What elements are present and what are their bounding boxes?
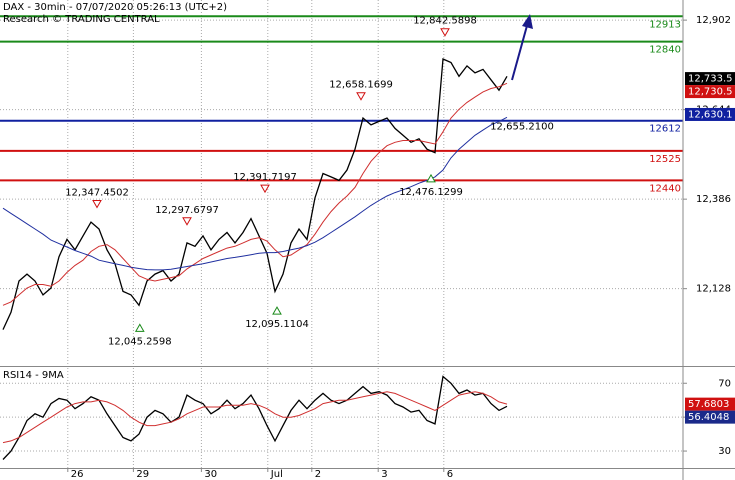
- high-marker: [260, 184, 270, 194]
- low-marker: [272, 306, 282, 315]
- annotation-label: 12,842.5898: [413, 16, 477, 27]
- projection-arrow: [511, 21, 529, 81]
- value-tag-label: 56.4048: [688, 412, 729, 423]
- series-line: [2, 58, 508, 330]
- chart-title: RSI14 - 9MA: [3, 370, 64, 381]
- value-tag-label: 12,733.5: [688, 74, 733, 85]
- value-tag-label: 12,730.5: [688, 87, 733, 98]
- annotation-label: 12,391.7197: [233, 172, 297, 183]
- x-tick-label: 2: [315, 469, 321, 480]
- high-marker: [182, 217, 192, 226]
- annotation-label: 12,347.4502: [65, 188, 129, 199]
- annotation-label: 12,045.2598: [108, 336, 172, 347]
- annotation-label: 12,658.1699: [329, 80, 393, 91]
- series-line: [2, 116, 508, 271]
- x-tick-label: 6: [447, 469, 453, 480]
- value-tag: [685, 85, 735, 99]
- projection-arrowhead: [522, 14, 533, 29]
- annotation-label: 12,655.2100: [490, 122, 554, 133]
- mark-layer: [0, 15, 683, 460]
- y-tick-label: 12,128: [696, 284, 731, 295]
- grid-layer: [0, 0, 687, 472]
- high-marker: [92, 200, 102, 209]
- level-label: 12525: [649, 154, 681, 165]
- high-marker: [440, 28, 450, 37]
- x-tick-label: 29: [136, 469, 149, 480]
- level-label: 12440: [649, 183, 681, 194]
- y-tick-label: 12,902: [696, 15, 731, 26]
- series-line: [2, 82, 508, 306]
- level-label: 12840: [649, 45, 681, 56]
- low-marker: [134, 323, 145, 332]
- y-tick-label: 70: [718, 378, 731, 389]
- value-tag-label: 12,630.1: [688, 109, 733, 120]
- x-tick-label: 26: [71, 469, 84, 480]
- chart-title: DAX - 30min - 07/07/2020 05:26:13 (UTC+2…: [3, 2, 227, 13]
- series-line: [2, 391, 508, 444]
- low-marker: [426, 173, 436, 183]
- annotation-label: 12,095.1104: [245, 319, 309, 330]
- x-tick-label: Jul: [270, 469, 283, 480]
- annotation-label: 12,297.6797: [155, 205, 219, 216]
- y-tick-label: 12,386: [696, 194, 731, 205]
- chart-subtitle: Research © TRADING CENTRAL: [3, 14, 160, 25]
- y-tick-label: 30: [718, 446, 731, 457]
- level-label: 12612: [649, 124, 681, 135]
- level-label: 12913: [649, 19, 681, 30]
- x-tick-label: 30: [204, 469, 217, 480]
- value-tag: [685, 72, 735, 86]
- value-tag-label: 57.6803: [688, 399, 729, 410]
- high-marker: [356, 92, 366, 101]
- series-line: [2, 375, 508, 460]
- value-tag: [685, 410, 735, 424]
- value-tag: [685, 397, 735, 411]
- x-tick-label: 3: [381, 469, 387, 480]
- value-tag: [685, 107, 735, 121]
- annotation-label: 12,476.1299: [399, 187, 463, 198]
